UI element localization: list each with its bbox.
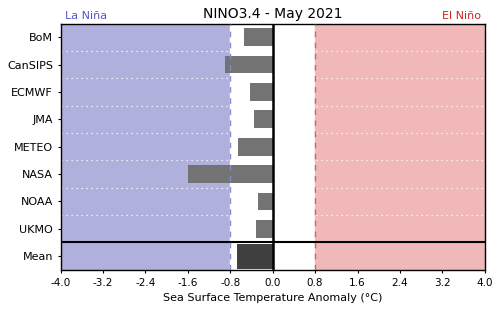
Title: NINO3.4 - May 2021: NINO3.4 - May 2021 <box>203 7 342 21</box>
Bar <box>60 24 230 270</box>
Text: El Niño: El Niño <box>442 11 480 21</box>
X-axis label: Sea Surface Temperature Anomaly (°C): Sea Surface Temperature Anomaly (°C) <box>163 293 382 303</box>
Text: La Niña: La Niña <box>65 11 107 21</box>
Bar <box>225 56 272 73</box>
Bar <box>250 83 272 101</box>
Bar <box>244 28 272 46</box>
Bar <box>254 110 272 128</box>
Bar <box>236 244 272 269</box>
Bar <box>256 220 272 238</box>
Bar <box>258 193 272 210</box>
Bar <box>230 24 315 270</box>
Bar <box>238 138 272 156</box>
Bar <box>188 165 272 183</box>
Bar <box>315 24 485 270</box>
